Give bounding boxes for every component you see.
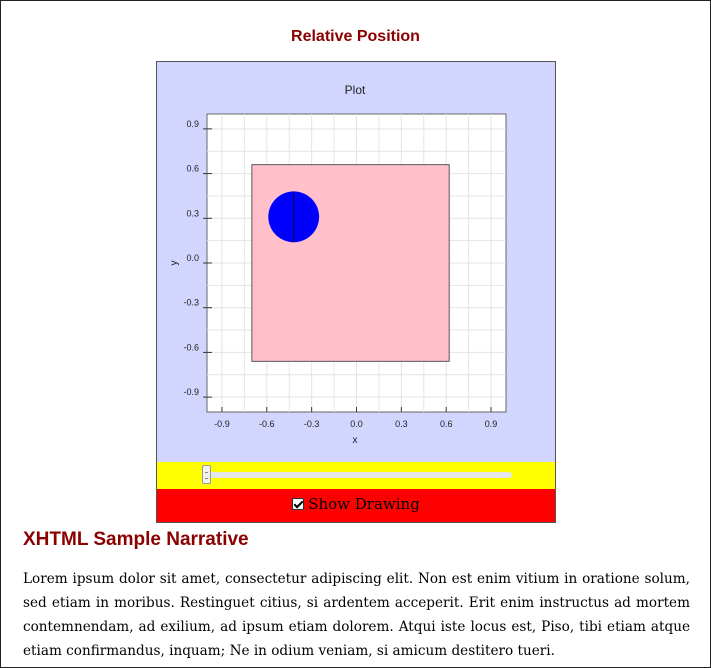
y-tick-label: 0.9	[186, 119, 199, 129]
y-tick-label: -0.9	[183, 387, 199, 397]
x-tick-label: 0.3	[395, 419, 408, 429]
plot-chart: Plot -0.9 -0.6 -0.3 0.0 0.3 0.6 0.9 0.9 0.6 0.3 0.…	[169, 83, 507, 446]
y-tick-label: 0.6	[186, 164, 199, 174]
plot-panel: Plot -0.9 -0.6 -0.3 0.0 0.3 0.6 0.9 0.9 0.6 0.3 0.…	[156, 61, 556, 463]
show-drawing-bar: Show Drawing	[156, 489, 556, 523]
slider-handle[interactable]	[202, 465, 211, 484]
show-drawing-checkbox[interactable]	[292, 498, 305, 510]
show-drawing-label: Show Drawing	[308, 495, 420, 513]
y-axis-label: y	[169, 261, 180, 266]
narrative-title: XHTML Sample Narrative	[23, 529, 249, 550]
x-tick-label: 0.9	[485, 419, 498, 429]
slider-track[interactable]	[202, 472, 512, 478]
y-tick-label: 0.3	[186, 208, 199, 218]
y-tick-label: 0.0	[186, 253, 199, 263]
y-tick-label: -0.6	[183, 342, 199, 352]
axis-ticks: -0.9 -0.6 -0.3 0.0 0.3 0.6 0.9 0.9 0.6 0.3 0.0 -0.3…	[183, 119, 497, 429]
slider-bar	[156, 462, 556, 489]
x-tick-label: -0.6	[259, 419, 275, 429]
show-drawing-toggle[interactable]: Show Drawing	[292, 495, 420, 513]
y-tick-label: -0.3	[183, 298, 199, 308]
x-tick-label: -0.9	[214, 419, 230, 429]
pink-square	[251, 164, 450, 362]
plot-title: Plot	[345, 83, 366, 97]
narrative-text: Lorem ipsum dolor sit amet, consectetur …	[23, 571, 690, 659]
plot-shapes	[251, 164, 450, 362]
x-axis-label: x	[353, 435, 358, 446]
x-tick-label: 0.0	[350, 419, 363, 429]
widget-title: Relative Position	[291, 28, 420, 45]
x-tick-label: -0.3	[304, 419, 320, 429]
x-tick-label: 0.6	[440, 419, 453, 429]
